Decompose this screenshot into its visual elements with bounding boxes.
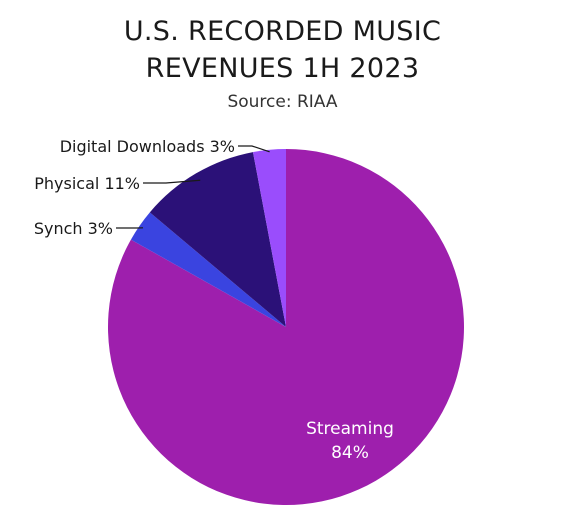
slice-label-synch: Synch 3% xyxy=(34,219,113,238)
slice-label-digital-downloads: Digital Downloads 3% xyxy=(60,137,235,156)
chart-source: Source: RIAA xyxy=(227,92,338,112)
leader-physical xyxy=(143,179,201,184)
slice-value-streaming: 84% xyxy=(331,443,369,463)
slice-labels: Streaming 84% Synch 3% Physical 11% Digital … xyxy=(34,137,394,463)
pie-slice-streaming xyxy=(108,149,465,505)
pie-slices xyxy=(108,149,465,505)
chart-title-line-2: REVENUES 1H 2023 xyxy=(145,53,420,84)
pie-slice-synch xyxy=(130,212,286,327)
pie-slice-physical xyxy=(149,152,286,327)
pie-slice-digital-downloads xyxy=(252,149,286,327)
slice-label-physical: Physical 11% xyxy=(34,174,140,193)
slice-label-streaming: Streaming xyxy=(306,419,394,439)
chart-title-line-1: U.S. RECORDED MUSIC xyxy=(123,16,442,47)
leader-lines xyxy=(116,145,270,229)
leader-digital-downloads xyxy=(238,145,270,153)
